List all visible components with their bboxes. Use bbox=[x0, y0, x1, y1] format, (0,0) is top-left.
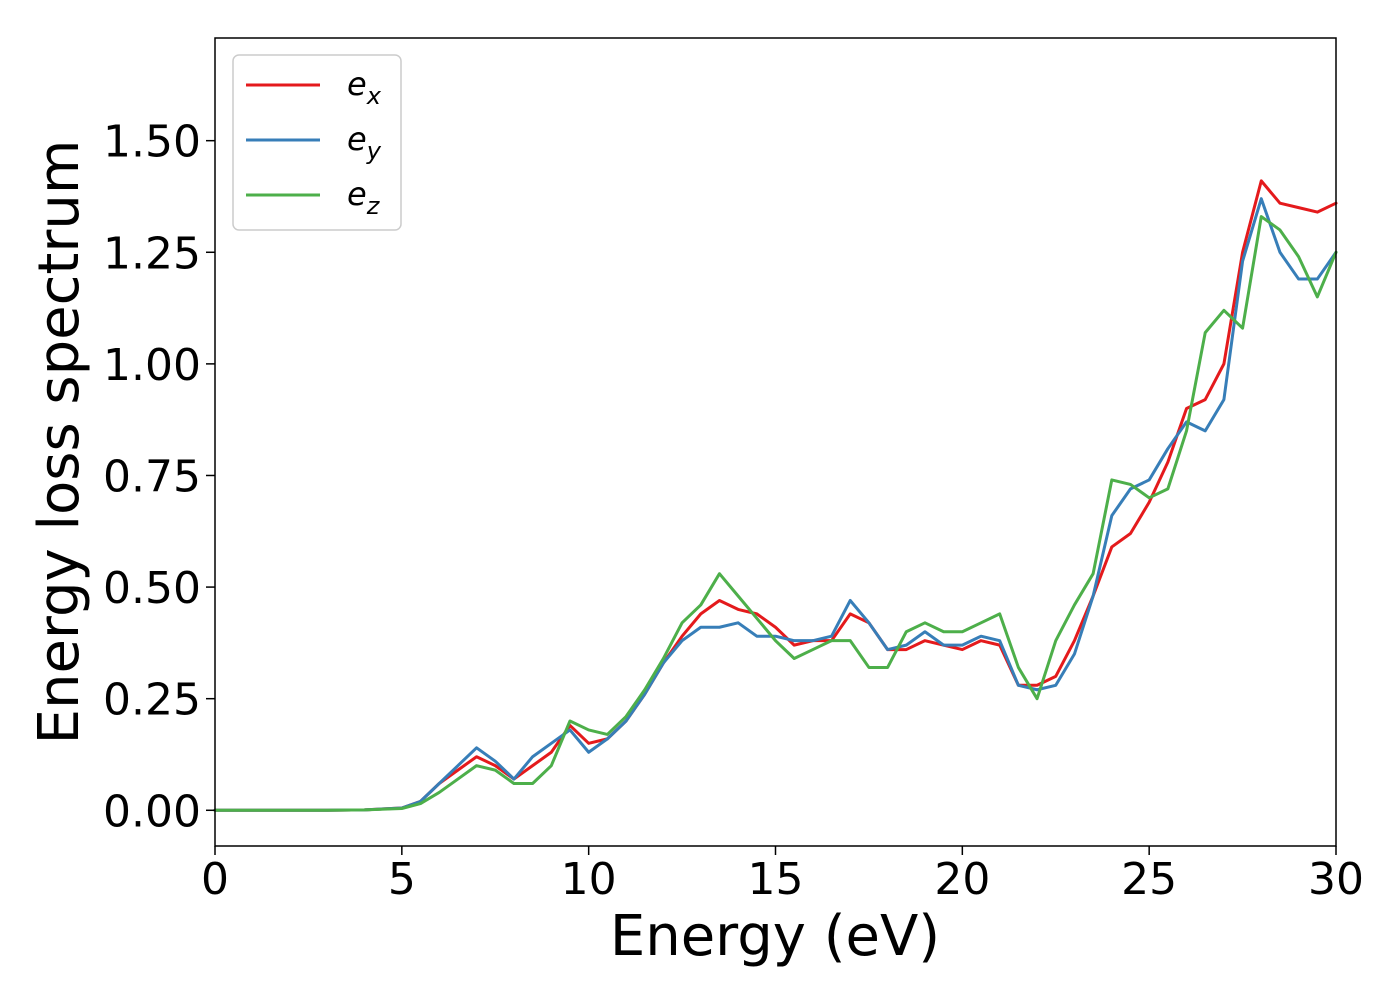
y-tick-label: 0.25 bbox=[103, 675, 201, 726]
x-tick-label: 30 bbox=[1308, 854, 1364, 905]
legend-label-subscript: z bbox=[366, 192, 381, 220]
x-tick-label: 25 bbox=[1121, 854, 1177, 905]
legend-label-z: ez bbox=[347, 175, 381, 220]
legend-label-subscript: y bbox=[366, 137, 382, 165]
y-axis-ticks: 0.00 0.25 0.50 0.75 1.00 1.25 1.50 bbox=[103, 117, 215, 837]
legend-label-y: ey bbox=[347, 120, 382, 165]
legend-label-x: ex bbox=[347, 65, 382, 110]
legend-label-base: e bbox=[347, 65, 367, 103]
series-line-e-z bbox=[213, 215, 1338, 812]
legend-label-base: e bbox=[347, 175, 367, 213]
x-axis-title: Energy (eV) bbox=[610, 904, 940, 969]
y-axis-title: Energy loss spectrum bbox=[27, 140, 92, 745]
y-tick-label: 1.25 bbox=[103, 228, 201, 279]
x-tick-label: 0 bbox=[201, 854, 229, 905]
legend-label-base: e bbox=[347, 120, 367, 158]
x-tick-label: 15 bbox=[748, 854, 804, 905]
x-axis-ticks: 0 5 10 15 20 25 30 bbox=[201, 846, 1364, 905]
legend-frame bbox=[232, 54, 402, 231]
series-line-e-x bbox=[213, 179, 1338, 812]
y-tick-label: 1.00 bbox=[103, 340, 201, 391]
y-tick-label: 0.50 bbox=[103, 563, 201, 614]
x-tick-label: 10 bbox=[561, 854, 617, 905]
y-tick-label: 1.50 bbox=[103, 117, 201, 168]
x-tick-label: 5 bbox=[388, 854, 416, 905]
series-layer bbox=[213, 179, 1338, 812]
series-line-e-y bbox=[213, 197, 1338, 812]
y-tick-label: 0.00 bbox=[103, 786, 201, 837]
x-tick-label: 20 bbox=[934, 854, 990, 905]
legend-label-subscript: x bbox=[366, 82, 382, 110]
y-tick-label: 0.75 bbox=[103, 451, 201, 502]
plot-background bbox=[215, 38, 1336, 846]
